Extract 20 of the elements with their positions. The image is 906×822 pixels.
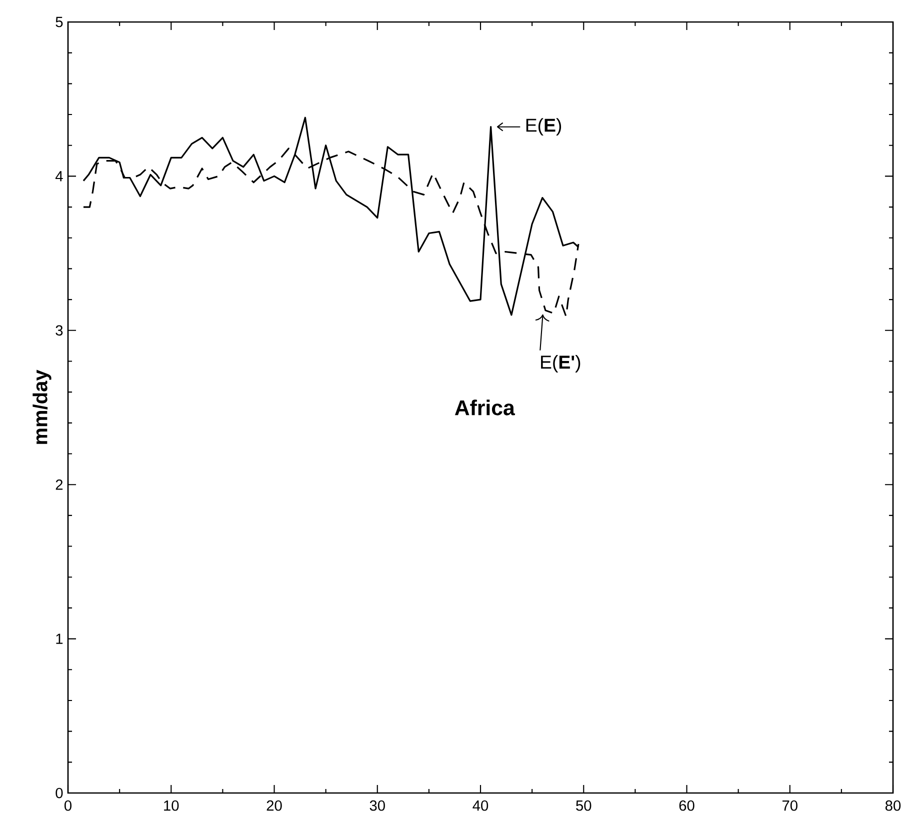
y-tick-label: 2 <box>56 479 63 490</box>
x-tick-label: 40 <box>472 800 488 811</box>
y-tick-label: 5 <box>56 16 63 28</box>
x-tick-label: 60 <box>679 800 694 811</box>
y-tick-label: 0 <box>56 788 63 798</box>
x-tick-label: 80 <box>885 800 901 811</box>
annotation: Africa <box>454 400 515 416</box>
x-tick-label: 20 <box>266 800 282 811</box>
annotation: E(E) <box>526 118 562 136</box>
x-tick-label: 10 <box>164 800 179 811</box>
y-axis-title: mm/day <box>32 370 52 444</box>
annotation: E(E') <box>541 355 580 372</box>
y-tick-label: 1 <box>56 634 63 644</box>
x-tick-label: 50 <box>576 800 592 811</box>
x-tick-label: 0 <box>64 800 72 811</box>
line-series <box>82 116 580 316</box>
x-tick-label: 30 <box>370 800 385 811</box>
y-tick-label: 3 <box>56 325 63 336</box>
x-tick-label: 70 <box>782 800 798 811</box>
y-tick-label: 4 <box>55 171 63 182</box>
